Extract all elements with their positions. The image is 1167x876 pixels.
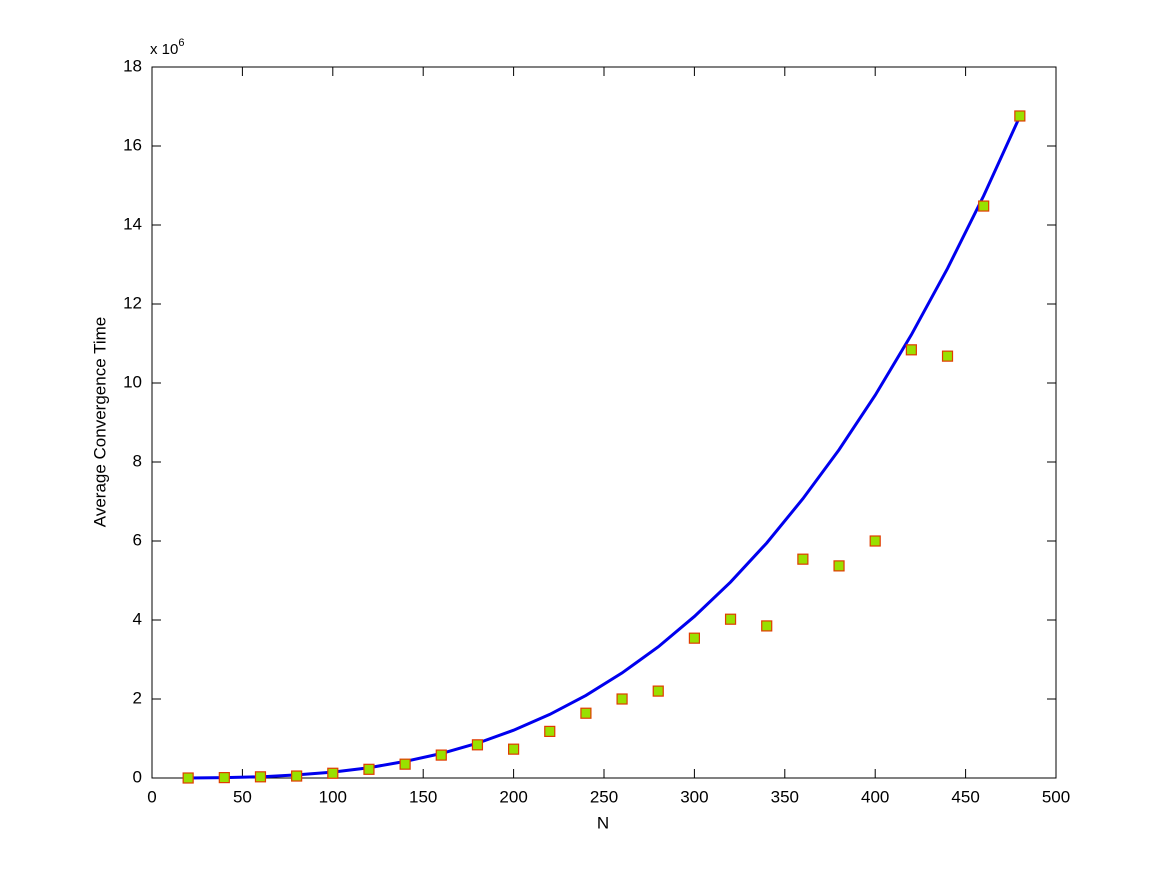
- y-tick-label: 18: [123, 56, 142, 75]
- x-tick-label: 500: [1042, 787, 1070, 806]
- x-tick-label: 150: [409, 787, 437, 806]
- marker: [435, 749, 447, 761]
- y-tick-label: 12: [123, 293, 142, 312]
- marker: [1014, 110, 1026, 122]
- marker: [905, 344, 917, 356]
- x-tick-label: 350: [771, 787, 799, 806]
- y-tick-label: 8: [133, 451, 142, 470]
- y-multiplier-base: x 10: [150, 41, 178, 58]
- marker: [471, 739, 484, 751]
- marker: [580, 707, 592, 719]
- marker: [833, 560, 845, 572]
- marker: [291, 770, 303, 782]
- marker: [508, 743, 520, 755]
- x-tick-label: 100: [319, 787, 347, 806]
- x-axis-label: N: [597, 813, 609, 832]
- y-axis-label: Average Convergence Time: [90, 317, 109, 527]
- marker: [978, 200, 990, 212]
- fit-line: [188, 115, 1022, 780]
- y-multiplier-exponent: 6: [178, 37, 184, 49]
- y-tick-label: 6: [133, 530, 142, 549]
- x-tick-label: 0: [147, 787, 156, 806]
- marker: [652, 685, 664, 697]
- marker: [363, 763, 375, 775]
- y-tick-label: 10: [123, 372, 142, 391]
- marker: [941, 350, 954, 362]
- marker: [218, 772, 230, 784]
- plot-frame: [151, 66, 1057, 779]
- marker: [399, 758, 411, 770]
- marker: [688, 632, 701, 644]
- y-tick-label: 14: [123, 214, 142, 233]
- y-multiplier: x 106: [150, 37, 184, 58]
- marker: [797, 553, 809, 565]
- y-tick-label: 0: [133, 767, 142, 786]
- marker: [254, 771, 267, 783]
- x-tick-label: 400: [861, 787, 889, 806]
- marker: [544, 725, 556, 737]
- marker: [724, 613, 737, 625]
- x-tick-label: 200: [499, 787, 527, 806]
- marker: [616, 693, 628, 705]
- x-tick-label: 50: [233, 787, 252, 806]
- x-tick-label: 250: [590, 787, 618, 806]
- x-tick-label: 300: [680, 787, 708, 806]
- y-tick-label: 2: [133, 688, 142, 707]
- marker: [182, 772, 194, 784]
- y-tick-label: 4: [133, 609, 142, 628]
- marker: [327, 767, 339, 779]
- marker: [869, 535, 881, 547]
- x-tick-label: 450: [951, 787, 979, 806]
- y-tick-label: 16: [123, 135, 142, 154]
- marker: [761, 620, 773, 632]
